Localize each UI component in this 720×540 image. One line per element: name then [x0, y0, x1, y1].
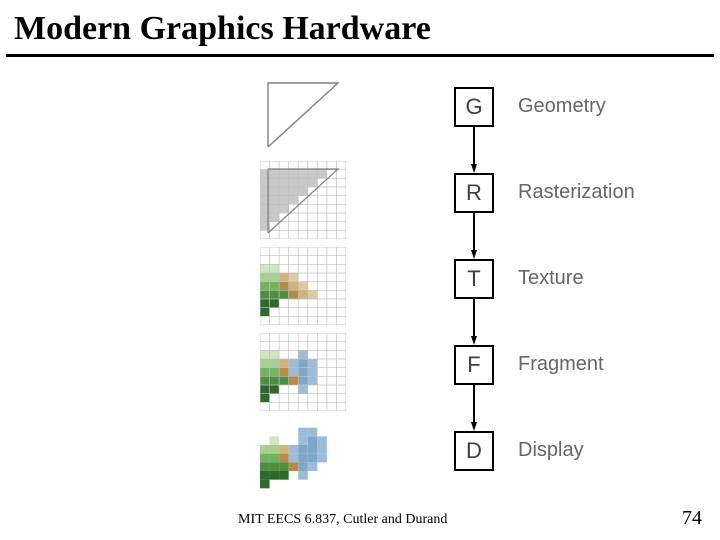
- illus-fragment: [260, 333, 346, 411]
- pipeline-box-fragment: F: [454, 345, 494, 385]
- pipeline-arrow-icon: [471, 213, 477, 259]
- page-title: Modern Graphics Hardware: [0, 0, 720, 54]
- pipeline-label-rasterization: Rasterization: [518, 181, 635, 204]
- pipeline-label-fragment: Fragment: [518, 353, 604, 376]
- pipeline-box-display: D: [454, 431, 494, 471]
- pipeline-arrow-icon: [471, 299, 477, 345]
- pipeline-box-rasterization: R: [454, 173, 494, 213]
- illus-geometry: [260, 75, 346, 153]
- pipeline-label-display: Display: [518, 439, 584, 462]
- pipeline-label-texture: Texture: [518, 267, 584, 290]
- diagram-canvas: G R T F D Geometry Rasterization Texture…: [0, 57, 720, 497]
- pipeline-label-geometry: Geometry: [518, 95, 606, 118]
- illus-rasterization: [260, 161, 346, 239]
- footer-page-number: 74: [682, 507, 702, 530]
- illus-display: [260, 419, 346, 497]
- illus-texture: [260, 247, 346, 325]
- pipeline-box-texture: T: [454, 259, 494, 299]
- footer-course: MIT EECS 6.837, Cutler and Durand: [238, 512, 447, 528]
- pipeline-arrow-icon: [471, 127, 477, 173]
- pipeline-arrow-icon: [471, 385, 477, 431]
- pipeline-box-geometry: G: [454, 87, 494, 127]
